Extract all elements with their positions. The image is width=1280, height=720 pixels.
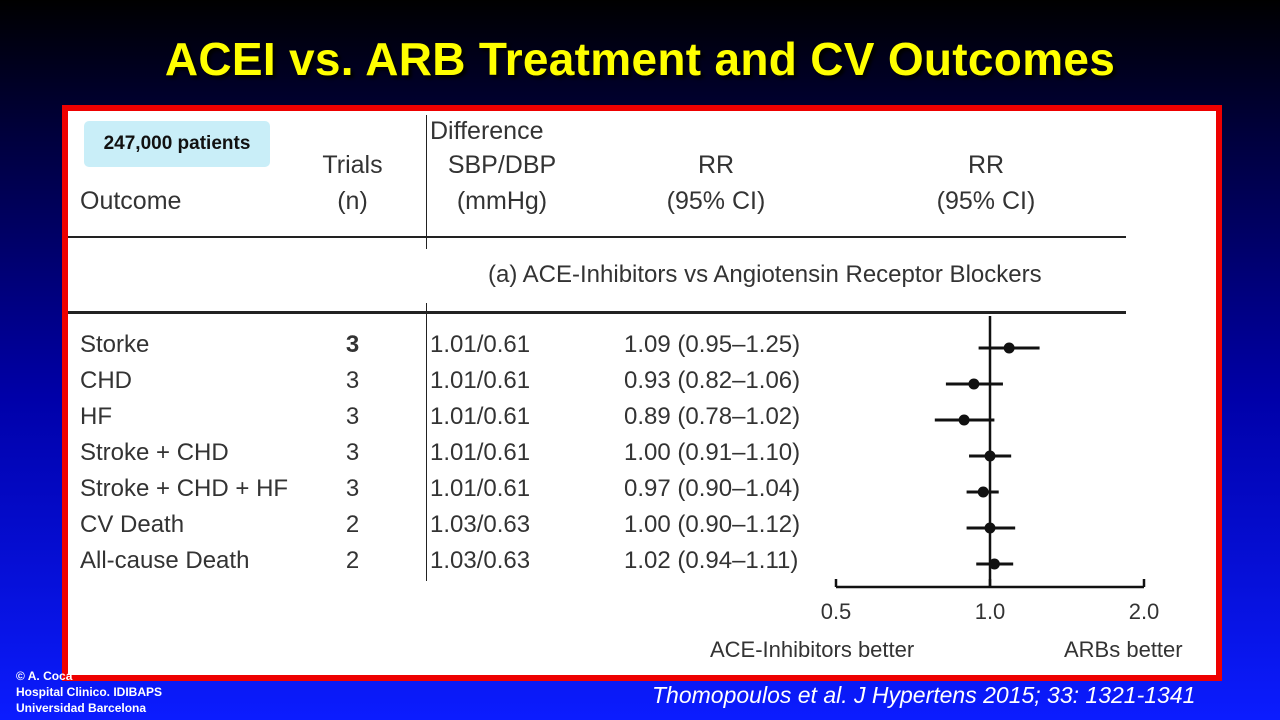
row-rr: 1.00 (0.90–1.12) xyxy=(624,511,801,538)
row-trials: 2 xyxy=(345,511,360,538)
comparison-subheading: (a) ACE-Inhibitors vs Angiotensin Recept… xyxy=(488,261,1042,288)
header-sbp-dbp: SBP/DBP xyxy=(447,151,557,179)
label-ace-better: ACE-Inhibitors better xyxy=(710,637,915,662)
author-credit: © A. Coca Hospital Clinico. IDIBAPS Univ… xyxy=(16,668,162,716)
credit-line: © A. Coca xyxy=(16,669,73,683)
slide-title: ACEI vs. ARB Treatment and CV Outcomes xyxy=(164,33,1116,85)
header-rr-plot-ci: (95% CI) xyxy=(936,187,1036,215)
row-trials: 3 xyxy=(345,367,360,394)
row-rr: 1.02 (0.94–1.11) xyxy=(624,547,799,574)
rr-marker xyxy=(984,450,996,462)
row-outcome: Stroke + CHD xyxy=(80,439,229,466)
row-rr: 1.09 (0.95–1.25) xyxy=(624,331,801,358)
header-rr-plot: RR xyxy=(967,151,1005,179)
header-outcome: Outcome xyxy=(80,187,182,215)
row-trials: 2 xyxy=(345,547,360,574)
forest-plot: 0.5 1.0 2.0 xyxy=(821,316,1160,624)
row-rr: 1.00 (0.91–1.10) xyxy=(624,439,801,466)
row-difference: 1.03/0.63 xyxy=(430,547,531,574)
header-trials-unit: (n) xyxy=(337,187,368,215)
row-difference: 1.01/0.61 xyxy=(430,367,531,394)
x-tick-label: 0.5 xyxy=(821,599,852,624)
row-outcome: Stroke + CHD + HF xyxy=(80,475,289,502)
rr-marker xyxy=(1003,342,1015,354)
credit-line: Universidad Barcelona xyxy=(16,701,147,715)
rr-marker xyxy=(958,414,970,426)
row-difference: 1.01/0.61 xyxy=(430,439,531,466)
header-rr: RR xyxy=(697,151,735,179)
column-divider-bottom xyxy=(426,303,427,581)
header-rr-ci: (95% CI) xyxy=(666,187,766,215)
citation: Thomopoulos et al. J Hypertens 2015; 33:… xyxy=(652,682,1196,708)
rr-marker xyxy=(968,378,980,390)
row-outcome: HF xyxy=(80,403,112,430)
x-tick-label: 2.0 xyxy=(1129,599,1160,624)
x-tick-label: 1.0 xyxy=(975,599,1006,624)
header-mmhg: (mmHg) xyxy=(456,187,548,215)
rr-marker xyxy=(977,486,989,498)
credit-line: Hospital Clinico. IDIBAPS xyxy=(16,685,163,699)
header-rule xyxy=(68,236,1126,238)
row-rr: 0.97 (0.90–1.04) xyxy=(624,475,801,502)
header-trials: Trials xyxy=(322,151,383,179)
row-trials: 3 xyxy=(345,331,360,358)
row-trials: 3 xyxy=(345,439,360,466)
row-outcome: CHD xyxy=(80,367,132,394)
row-difference: 1.03/0.63 xyxy=(430,511,531,538)
row-rr: 0.93 (0.82–1.06) xyxy=(624,367,801,394)
row-trials: 3 xyxy=(345,475,360,502)
row-outcome: CV Death xyxy=(80,511,185,538)
rr-marker xyxy=(984,522,996,534)
column-divider-top xyxy=(426,115,427,249)
label-arb-better: ARBs better xyxy=(1064,637,1183,662)
row-trials: 3 xyxy=(345,403,360,430)
row-rr: 0.89 (0.78–1.02) xyxy=(624,403,801,430)
subheading-rule xyxy=(68,311,1126,314)
row-outcome: All-cause Death xyxy=(80,547,250,574)
row-difference: 1.01/0.61 xyxy=(430,331,531,358)
row-difference: 1.01/0.61 xyxy=(430,475,531,502)
row-outcome: Storke xyxy=(80,331,150,358)
patients-badge: 247,000 patients xyxy=(84,121,270,167)
forest-plot-panel: 247,000 patients Outcome Trials (n) Diff… xyxy=(62,105,1222,681)
header-difference: Difference xyxy=(430,117,544,145)
rr-marker xyxy=(988,558,1000,570)
row-difference: 1.01/0.61 xyxy=(430,403,531,430)
